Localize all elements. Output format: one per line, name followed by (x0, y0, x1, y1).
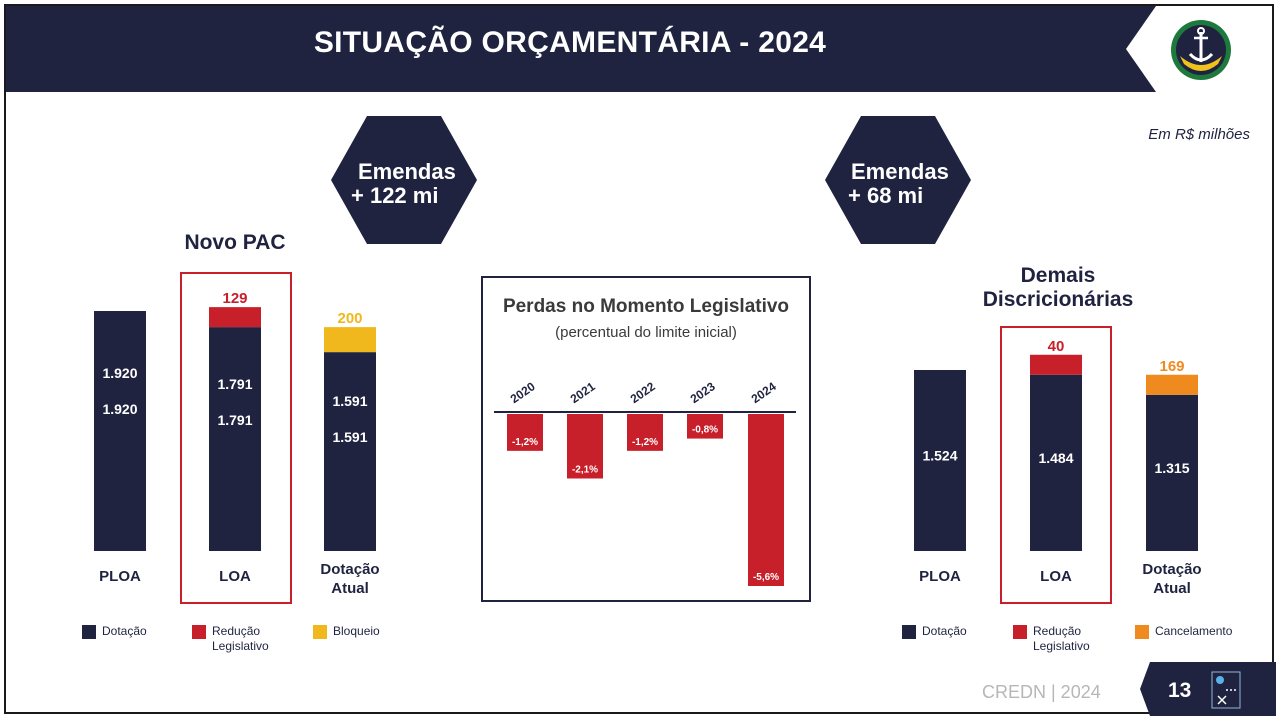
losses-value-label: -0,8% (692, 425, 718, 436)
legend-swatch (1013, 625, 1027, 639)
legend-swatch (313, 625, 327, 639)
left-category-dotacao-atual: Dotação Atual (320, 561, 380, 597)
right-hex-line1: Emendas (851, 159, 949, 184)
bar-value-label: 1.315 (1154, 460, 1189, 476)
losses-value-label: -1,2% (512, 437, 538, 448)
losses-panel: Perdas no Momento Legislativo (percentua… (481, 276, 811, 602)
bar-top-value-label: 40 (1048, 338, 1065, 355)
losses-bar-2024 (748, 414, 784, 586)
legend-label: Redução Legislativo (1033, 624, 1090, 653)
bar-top-value-label: 200 (337, 310, 362, 327)
losses-subtitle: (percentual do limite inicial) (555, 324, 737, 341)
anchor-emblem-icon (1171, 20, 1231, 80)
footer-text: CREDN | 2024 (982, 682, 1101, 702)
legend-swatch (1135, 625, 1149, 639)
bar-value-label: 1.920 (102, 365, 137, 381)
right-section-title-line1: Demais (1020, 264, 1096, 287)
left-loa-highlight (180, 272, 292, 604)
losses-title: Perdas no Momento Legislativo (502, 296, 790, 317)
right-category-loa: LOA (1040, 568, 1072, 585)
right-legend-reducao: Redução Legislativo (1013, 624, 1111, 654)
losses-bar-2022 (627, 414, 663, 451)
right-hexagon (825, 116, 971, 244)
page-title: SITUAÇÃO ORÇAMENTÁRIA - 2024 (313, 26, 827, 59)
left-legend-reducao: Redução Legislativo (192, 624, 290, 654)
bar-loa-dotacao (1030, 374, 1082, 551)
losses-bar-2020 (507, 414, 543, 451)
compass-flag-icon (1211, 671, 1241, 709)
losses-value-label: -5,6% (753, 572, 779, 583)
losses-bar-2023 (687, 414, 723, 439)
right-loa-highlight (1000, 326, 1112, 604)
right-legend-cancelamento: Cancelamento (1135, 624, 1232, 639)
bar-loa-dotacao (209, 327, 261, 551)
bar-loa-segment (209, 307, 261, 328)
unit-note: Em R$ milhões (1148, 126, 1250, 143)
left-section-title: Novo PAC (184, 231, 286, 254)
losses-value-label: -1,2% (632, 437, 658, 448)
page-number-tab (1140, 662, 1276, 716)
right-category-ploa: PLOA (919, 568, 961, 585)
right-legend-dotacao: Dotação (902, 624, 967, 639)
legend-swatch (902, 625, 916, 639)
left-legend-dotacao: Dotação (82, 624, 147, 639)
page-number: 13 (1168, 679, 1192, 702)
legend-swatch (192, 625, 206, 639)
bar-ploa-dotacao (94, 311, 146, 551)
bar-value-label: 1.791 (217, 412, 252, 428)
title-banner (6, 6, 1156, 92)
bar-value-label: 1.524 (922, 448, 957, 464)
bar-top-value-label: 169 (1159, 358, 1184, 375)
bar-value-label: 1.791 (217, 376, 252, 392)
losses-bar-2021 (567, 414, 603, 479)
legend-label: Dotação (922, 624, 967, 638)
legend-label: Cancelamento (1155, 624, 1233, 638)
legend-label: Bloqueio (333, 624, 380, 638)
bar-loa-segment (1030, 354, 1082, 375)
bar-value-label: 1.484 (1038, 450, 1073, 466)
bar-dotação-atual-segment (1146, 374, 1198, 395)
bar-dotação-atual-segment (324, 327, 376, 353)
bar-value-label: 1.591 (332, 393, 367, 409)
legend-label: Redução Legislativo (212, 624, 269, 653)
left-category-loa: LOA (219, 568, 251, 585)
bar-dotação-atual-dotacao (1146, 394, 1198, 551)
right-section-title-line2: Discricionárias (982, 288, 1134, 311)
bar-top-value-label: 129 (222, 290, 247, 307)
legend-swatch (82, 625, 96, 639)
bar-value-label: 1.920 (102, 401, 137, 417)
left-category-ploa: PLOA (99, 568, 141, 585)
legend-label: Dotação (102, 624, 147, 638)
losses-value-label: -2,1% (572, 465, 598, 476)
bar-value-label: 1.591 (332, 429, 367, 445)
left-hexagon (331, 116, 477, 244)
left-legend-bloqueio: Bloqueio (313, 624, 380, 639)
left-hex-line1: Emendas (358, 159, 456, 184)
bar-ploa-dotacao (914, 370, 966, 551)
right-category-dotacao-atual: Dotação Atual (1142, 561, 1202, 597)
right-hex-line2: + 68 mi (848, 183, 924, 208)
slide-frame (4, 4, 1274, 714)
left-hex-line2: + 122 mi (351, 183, 439, 208)
bar-dotação-atual-dotacao (324, 352, 376, 551)
